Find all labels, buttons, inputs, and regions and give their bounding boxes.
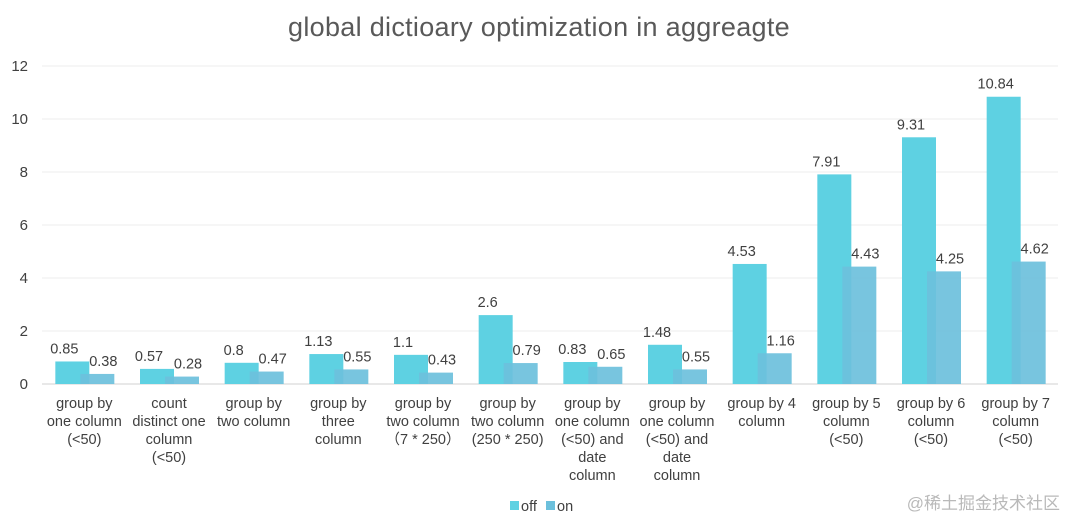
data-label-on: 0.28 xyxy=(174,357,202,373)
x-tick-label: group by two column (250 * 250) xyxy=(471,396,544,448)
data-label-off: 4.53 xyxy=(728,244,756,260)
watermark-text: @稀土掘金技术社区 xyxy=(906,494,1060,513)
bar-on xyxy=(927,271,961,384)
data-label-off: 10.84 xyxy=(978,77,1014,93)
x-tick-label: group by 5 column (<50) xyxy=(812,396,881,448)
y-tick-label: 12 xyxy=(11,58,28,75)
x-axis-labels: group by one column (<50)count distinct one… xyxy=(47,396,1050,484)
x-tick-label: group by two column xyxy=(217,396,290,430)
data-label-on: 0.65 xyxy=(597,347,625,363)
bar-on xyxy=(334,369,369,384)
data-label-on: 4.43 xyxy=(851,247,879,263)
y-tick-label: 6 xyxy=(20,217,28,234)
data-label-off: 2.6 xyxy=(478,295,498,311)
data-label-off: 0.83 xyxy=(558,342,586,358)
bar-on xyxy=(673,369,707,384)
data-label-off: 1.1 xyxy=(393,335,413,351)
legend-swatch-on xyxy=(546,501,555,510)
legend: off on xyxy=(510,499,573,515)
x-tick-label: group by 6 column (<50) xyxy=(897,396,966,448)
x-tick-label: group by one column (<50) and date column xyxy=(555,396,630,484)
legend-label-on: on xyxy=(557,499,573,515)
bar-on xyxy=(503,363,538,384)
data-label-on: 0.38 xyxy=(89,354,117,370)
data-label-on: 0.47 xyxy=(259,352,287,368)
bar-on xyxy=(80,373,115,384)
data-label-on: 0.79 xyxy=(513,343,541,359)
bar-on xyxy=(842,266,877,384)
y-axis: 0 2 4 6 8 10 12 xyxy=(11,58,28,393)
data-label-off: 9.31 xyxy=(897,117,925,133)
x-tick-label: group by three column xyxy=(310,396,367,448)
data-label-off: 7.91 xyxy=(812,154,840,170)
x-tick-label: group by one column (<50) and date column xyxy=(640,396,715,484)
data-label-on: 1.16 xyxy=(767,333,795,349)
data-label-on: 0.55 xyxy=(343,349,371,365)
data-label-on: 0.43 xyxy=(428,353,456,369)
bar-on xyxy=(1011,261,1046,384)
y-tick-label: 0 xyxy=(20,376,28,393)
legend-swatch-off xyxy=(510,501,519,510)
data-label-on: 4.25 xyxy=(936,251,964,267)
x-tick-label: group by one column (<50) xyxy=(47,396,122,448)
data-label-on: 4.62 xyxy=(1021,242,1049,258)
bars xyxy=(55,96,1046,385)
y-tick-label: 4 xyxy=(20,270,28,287)
x-tick-label: group by 7 column (<50) xyxy=(981,396,1050,448)
y-tick-label: 8 xyxy=(20,164,28,181)
data-labels: 0.85 0.38 0.57 0.28 0.8 0.47 1.13 0.55 1.1 0.43 2.… xyxy=(50,77,1049,373)
y-tick-label: 10 xyxy=(11,111,28,128)
gridlines xyxy=(42,65,1058,385)
data-label-off: 0.8 xyxy=(224,343,244,359)
data-label-off: 1.48 xyxy=(643,325,671,341)
bar-on xyxy=(588,366,623,384)
x-tick-label: group by 4 column xyxy=(727,396,796,430)
chart-title: global dictioary optimization in aggreag… xyxy=(288,12,790,42)
data-label-off: 0.57 xyxy=(135,349,163,365)
bar-on xyxy=(757,353,792,384)
data-label-off: 1.13 xyxy=(304,334,332,350)
data-label-off: 0.85 xyxy=(50,341,78,357)
x-tick-label: count distinct one column (<50) xyxy=(132,396,205,466)
bar-on xyxy=(419,372,453,384)
bar-on xyxy=(165,376,199,384)
data-label-on: 0.55 xyxy=(682,349,710,365)
x-tick-label: group by two column （7 * 250） xyxy=(386,396,461,448)
y-tick-label: 2 xyxy=(20,323,28,340)
legend-label-off: off xyxy=(521,499,538,515)
bar-on xyxy=(249,371,284,384)
